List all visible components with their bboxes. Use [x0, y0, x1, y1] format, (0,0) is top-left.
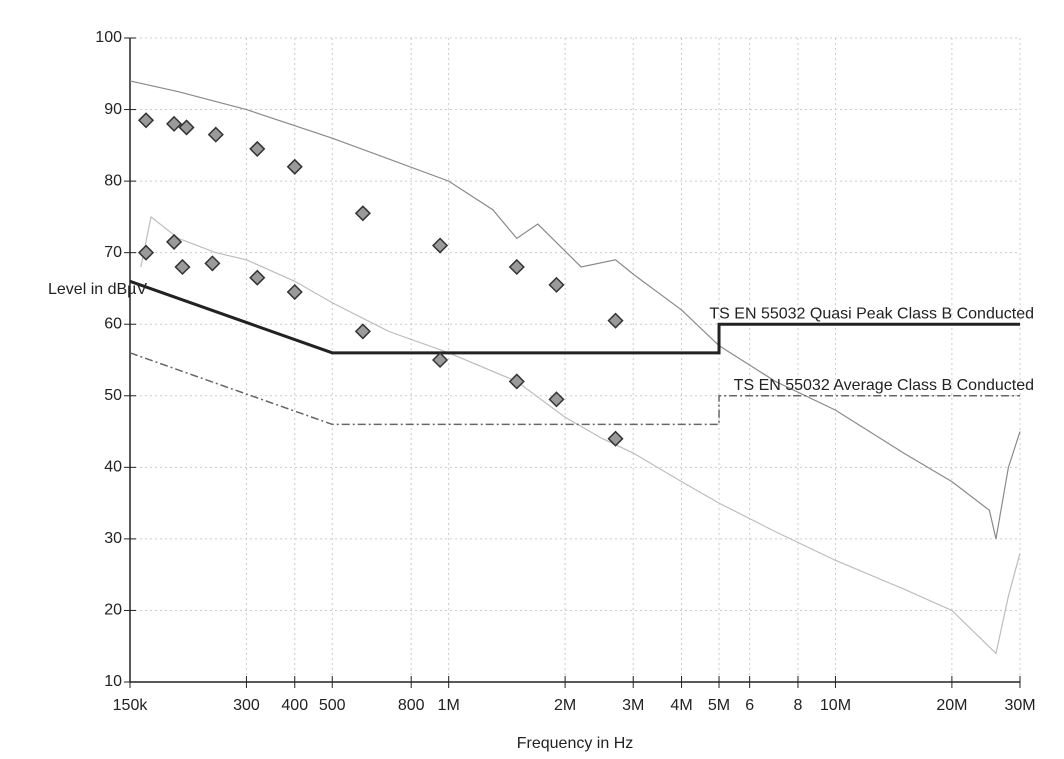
x-tick-label: 500: [319, 697, 346, 714]
limit-line: [129, 279, 1020, 355]
x-tick-label: 300: [233, 697, 260, 714]
marker: [607, 430, 624, 447]
marker: [607, 312, 624, 329]
x-tick-label: 2M: [554, 697, 576, 714]
x-tick-label: 8: [794, 697, 803, 714]
marker: [137, 244, 155, 261]
y-tick-label: 30: [104, 530, 122, 547]
x-tick-label: 20M: [936, 697, 967, 714]
y-tick-label: 40: [104, 459, 122, 476]
marker: [431, 351, 449, 369]
x-tick-label: 6: [745, 697, 754, 714]
limit-label: TS EN 55032 Quasi Peak Class B Conducted: [709, 305, 1034, 322]
x-tick-label: 3M: [622, 697, 644, 714]
y-tick-label: 20: [104, 602, 122, 619]
marker: [286, 158, 303, 175]
y-tick-label: 80: [104, 172, 122, 189]
limit-label: TS EN 55032 Average Class B Conducted: [734, 377, 1034, 394]
x-tick-label: 10M: [820, 697, 851, 714]
trace: [129, 80, 1021, 540]
y-tick-label: 70: [104, 244, 122, 261]
marker: [137, 112, 155, 129]
x-axis-label: Frequency in Hz: [517, 735, 634, 752]
x-tick-label: 400: [281, 697, 308, 714]
y-tick-label: 50: [104, 387, 122, 404]
marker: [249, 140, 266, 157]
marker: [249, 269, 266, 286]
marker: [166, 233, 183, 250]
marker: [286, 283, 303, 301]
marker: [166, 115, 183, 132]
marker: [174, 258, 191, 276]
y-tick-label: 90: [104, 101, 122, 118]
marker: [354, 205, 371, 222]
x-tick-label: 4M: [670, 697, 692, 714]
x-tick-label: 5M: [708, 697, 730, 714]
marker: [204, 255, 221, 272]
marker: [354, 323, 371, 340]
y-tick-label: 60: [104, 315, 122, 332]
x-tick-label: 30M: [1004, 697, 1035, 714]
y-tick-label: 100: [95, 29, 122, 46]
trace: [140, 215, 1021, 655]
marker: [548, 391, 565, 408]
marker: [431, 237, 449, 254]
marker: [178, 119, 195, 136]
marker: [508, 258, 525, 276]
y-tick-label: 10: [104, 673, 122, 690]
marker: [508, 373, 525, 390]
y-axis-label: Level in dBµV: [48, 281, 147, 298]
marker: [548, 276, 565, 293]
marker: [207, 126, 224, 143]
x-tick-label: 800: [398, 697, 425, 714]
x-tick-label: 1M: [438, 697, 460, 714]
x-tick-label: 150k: [113, 697, 149, 714]
